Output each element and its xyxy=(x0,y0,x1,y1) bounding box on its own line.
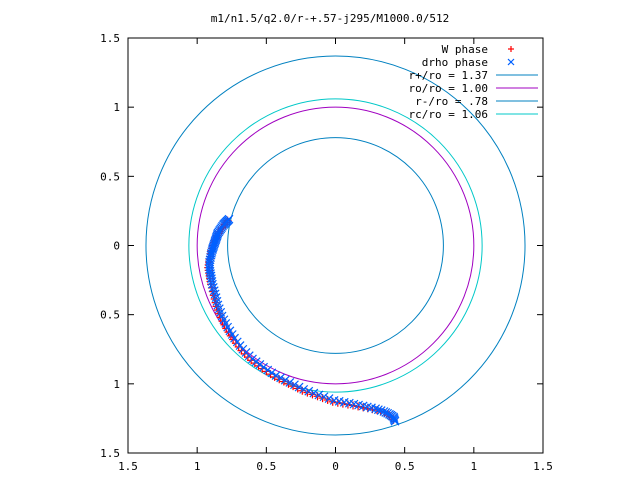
data-point xyxy=(319,392,329,402)
data-point xyxy=(304,386,314,396)
x-tick-label: 0.5 xyxy=(395,460,415,473)
data-point xyxy=(324,394,334,404)
x-tick-label: 1.5 xyxy=(118,460,138,473)
data-point xyxy=(271,371,281,380)
data-point xyxy=(235,341,245,350)
y-tick-label: 1.5 xyxy=(100,32,120,45)
legend-label: drho phase xyxy=(422,56,488,69)
y-tick-label: 0 xyxy=(113,240,120,253)
x-tick-label: 1.5 xyxy=(533,460,553,473)
data-point xyxy=(290,380,299,390)
data-point xyxy=(294,382,304,392)
circle-ro xyxy=(196,106,475,385)
data-point xyxy=(208,283,218,292)
data-point xyxy=(314,390,324,400)
x-tick-label: 0 xyxy=(332,460,339,473)
legend-label: r-/ro = .78 xyxy=(415,95,488,108)
data-point xyxy=(390,416,400,426)
y-tick-label: 1 xyxy=(113,101,120,114)
data-point xyxy=(299,384,309,394)
data-point xyxy=(207,279,217,289)
axis-ticks: 1.5 1 0.5 0 0.5 1 1.51.510.500.511.5 xyxy=(100,32,553,473)
data-point xyxy=(263,365,273,375)
legend-label: ro/ro = 1.00 xyxy=(409,82,488,95)
data-point xyxy=(209,286,219,296)
y-tick-label: 1.5 xyxy=(100,447,120,460)
data-point xyxy=(373,405,383,415)
circle-r+ xyxy=(145,55,526,436)
legend-marker xyxy=(508,46,514,52)
data-point xyxy=(230,333,239,343)
x-tick-label: 1 xyxy=(471,460,478,473)
data-point xyxy=(208,243,218,253)
data-point xyxy=(267,368,277,378)
circle-r- xyxy=(227,137,444,354)
data-point xyxy=(259,362,268,372)
legend-label: rc/ro = 1.06 xyxy=(409,108,488,121)
legend-label: W phase xyxy=(442,43,488,56)
y-tick-label: 0.5 xyxy=(100,170,120,183)
legend-label: r+/ro = 1.37 xyxy=(409,69,488,82)
y-tick-label: 1 xyxy=(113,378,120,391)
data-point xyxy=(232,337,242,347)
circle-rc xyxy=(188,98,483,393)
data-point xyxy=(285,378,295,387)
data-point xyxy=(376,406,386,416)
x-tick-label: 0.5 xyxy=(256,460,276,473)
data-point xyxy=(371,404,381,414)
y-tick-label: 0.5 xyxy=(100,309,120,322)
phase-points xyxy=(204,214,400,426)
legend-marker xyxy=(507,58,515,66)
chart-title: m1/n1.5/q2.0/r-+.57-j295/M1000.0/512 xyxy=(211,12,449,25)
reference-circles xyxy=(145,55,526,436)
data-point xyxy=(251,357,261,367)
x-tick-label: 1 xyxy=(194,460,201,473)
data-point xyxy=(276,373,286,383)
data-point xyxy=(309,388,319,398)
data-point xyxy=(248,354,257,364)
data-point xyxy=(389,413,399,423)
data-point xyxy=(255,360,265,369)
data-point xyxy=(280,375,290,385)
data-point xyxy=(390,415,399,425)
